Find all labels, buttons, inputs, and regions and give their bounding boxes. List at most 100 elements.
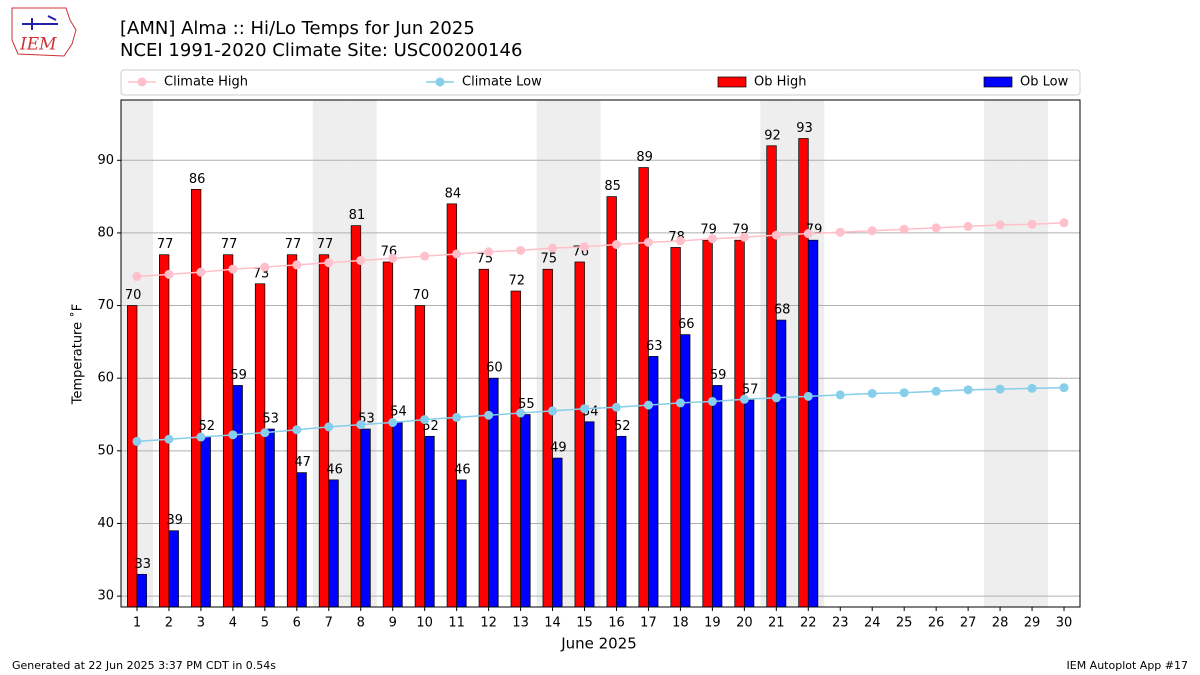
x-tick-label: 17 bbox=[640, 616, 657, 631]
bar bbox=[766, 145, 777, 608]
line-marker bbox=[899, 224, 909, 234]
value-label: 55 bbox=[518, 397, 535, 412]
value-label: 54 bbox=[390, 404, 407, 419]
legend-label: Climate Low bbox=[462, 75, 542, 90]
line-marker bbox=[835, 227, 845, 237]
x-tick-label: 7 bbox=[325, 616, 333, 631]
line-marker bbox=[675, 398, 685, 408]
line-marker bbox=[931, 223, 941, 233]
bar bbox=[232, 385, 243, 608]
bar bbox=[680, 334, 691, 608]
x-tick-label: 19 bbox=[704, 616, 721, 631]
legend-swatch bbox=[717, 76, 747, 88]
line-marker bbox=[835, 390, 845, 400]
x-tick-label: 11 bbox=[448, 616, 465, 631]
x-tick-label: 16 bbox=[608, 616, 625, 631]
value-label: 49 bbox=[550, 441, 567, 456]
value-label: 33 bbox=[135, 557, 152, 572]
line-marker bbox=[803, 391, 813, 401]
bar bbox=[328, 479, 339, 608]
bar bbox=[424, 435, 435, 608]
line-marker bbox=[132, 272, 142, 282]
value-label: 85 bbox=[604, 179, 621, 194]
x-tick-label: 2 bbox=[165, 616, 173, 631]
bar bbox=[190, 188, 202, 608]
bar bbox=[798, 138, 809, 608]
line-marker bbox=[611, 240, 621, 250]
bar bbox=[670, 247, 681, 608]
value-label: 53 bbox=[262, 412, 279, 427]
bar bbox=[200, 435, 211, 608]
line-marker bbox=[196, 267, 206, 277]
x-tick-label: 28 bbox=[992, 616, 1009, 631]
value-label: 92 bbox=[764, 128, 781, 143]
line-marker bbox=[1027, 383, 1037, 393]
value-label: 68 bbox=[774, 303, 791, 318]
line-marker bbox=[803, 229, 813, 239]
y-tick-label: 30 bbox=[97, 589, 114, 604]
line-marker bbox=[707, 396, 717, 406]
x-tick-label: 14 bbox=[544, 616, 561, 631]
legend-marker bbox=[435, 77, 445, 87]
bar bbox=[542, 268, 553, 608]
legend-label: Ob High bbox=[754, 75, 807, 90]
legend-box bbox=[120, 69, 1081, 96]
line-marker bbox=[675, 236, 685, 246]
value-label: 77 bbox=[221, 237, 238, 252]
line-marker bbox=[739, 394, 749, 404]
bar bbox=[552, 457, 563, 608]
line-marker bbox=[420, 251, 430, 261]
line-marker bbox=[739, 232, 749, 242]
value-label: 84 bbox=[445, 186, 462, 201]
line-marker bbox=[132, 436, 142, 446]
bar bbox=[360, 428, 371, 608]
line-marker bbox=[963, 221, 973, 231]
y-tick-label: 90 bbox=[97, 153, 114, 168]
x-tick-label: 9 bbox=[389, 616, 397, 631]
value-label: 57 bbox=[742, 382, 759, 397]
logo: IEM bbox=[11, 7, 77, 57]
weekend-shade bbox=[984, 100, 1017, 607]
line-marker bbox=[548, 243, 558, 253]
line-marker bbox=[611, 402, 621, 412]
line-marker bbox=[1059, 383, 1069, 393]
line-marker bbox=[1027, 219, 1037, 229]
bar bbox=[159, 254, 170, 608]
value-label: 39 bbox=[166, 513, 183, 528]
line-marker bbox=[580, 242, 590, 252]
line bbox=[136, 386, 1065, 443]
line bbox=[136, 222, 1065, 278]
line-marker bbox=[292, 260, 302, 270]
x-tick-label: 27 bbox=[960, 616, 977, 631]
x-tick-label: 23 bbox=[832, 616, 849, 631]
line-marker bbox=[1059, 218, 1069, 228]
line-marker bbox=[516, 408, 526, 418]
line-marker bbox=[420, 415, 430, 425]
line-marker bbox=[356, 420, 366, 430]
value-label: 46 bbox=[454, 462, 471, 477]
bar bbox=[168, 530, 179, 608]
value-label: 59 bbox=[230, 368, 247, 383]
x-axis-label: June 2025 bbox=[560, 635, 637, 653]
bar bbox=[702, 239, 713, 608]
logo-icon bbox=[22, 15, 58, 30]
x-tick-label: 20 bbox=[736, 616, 753, 631]
bar bbox=[510, 290, 521, 608]
bar bbox=[264, 428, 275, 608]
value-label: 75 bbox=[540, 252, 557, 267]
bar bbox=[446, 203, 457, 608]
line-marker bbox=[260, 428, 270, 438]
line-marker bbox=[771, 230, 781, 240]
value-label: 89 bbox=[636, 150, 653, 165]
bar bbox=[616, 435, 627, 608]
line-marker bbox=[484, 410, 494, 420]
bar bbox=[584, 421, 595, 608]
bar bbox=[520, 414, 531, 608]
value-label: 47 bbox=[294, 455, 311, 470]
line-marker bbox=[228, 430, 238, 440]
value-label: 66 bbox=[678, 317, 695, 332]
plot-frame bbox=[120, 99, 1081, 608]
line-marker bbox=[963, 385, 973, 395]
value-label: 70 bbox=[125, 288, 142, 303]
